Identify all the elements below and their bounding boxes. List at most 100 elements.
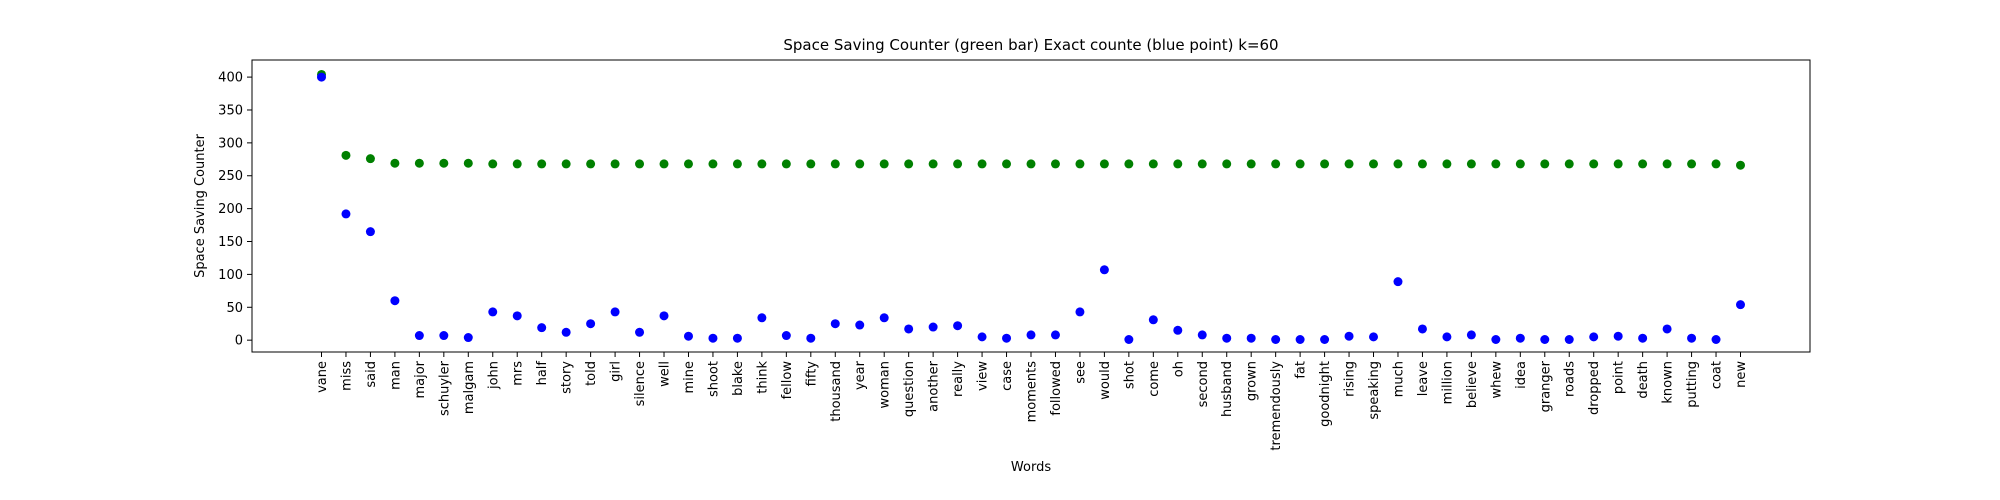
x-tick-label: granger	[1538, 360, 1553, 412]
x-tick-label: miss	[339, 361, 354, 391]
x-tick-label: see	[1073, 361, 1088, 384]
data-point	[635, 327, 645, 337]
data-point	[928, 159, 938, 169]
x-tick-label: oh	[1171, 361, 1186, 377]
data-point	[1344, 331, 1354, 341]
data-point	[1026, 159, 1036, 169]
data-point	[1613, 159, 1623, 169]
data-point	[1589, 159, 1599, 169]
data-point	[537, 159, 547, 169]
data-point	[1369, 159, 1379, 169]
data-point	[855, 320, 865, 330]
x-tick-label: well	[658, 361, 673, 387]
y-tick-label: 350	[218, 103, 243, 118]
data-point	[1442, 159, 1452, 169]
data-point	[1197, 330, 1207, 340]
x-tick-label: followed	[1049, 361, 1064, 416]
data-point	[1222, 159, 1232, 169]
x-tick-label: half	[535, 361, 550, 386]
x-tick-label: dropped	[1587, 361, 1602, 415]
data-point	[1662, 159, 1672, 169]
data-point	[830, 319, 840, 329]
x-tick-label: death	[1636, 361, 1651, 399]
x-tick-label: malgam	[462, 361, 477, 414]
data-point	[732, 333, 742, 343]
x-tick-label: year	[853, 360, 868, 390]
y-tick-label: 0	[235, 334, 243, 349]
data-point	[610, 307, 620, 317]
data-point	[855, 159, 865, 169]
x-tick-label: think	[755, 361, 770, 394]
data-point	[1515, 333, 1525, 343]
data-point	[463, 333, 473, 343]
data-point	[1271, 159, 1281, 169]
data-point	[806, 159, 816, 169]
data-point	[1540, 335, 1550, 345]
data-point	[1075, 307, 1085, 317]
data-point	[1124, 159, 1134, 169]
x-tick-label: thousand	[829, 361, 844, 422]
data-point	[1393, 277, 1403, 287]
data-point	[683, 159, 693, 169]
x-tick-label: fat	[1294, 361, 1309, 379]
data-point	[586, 159, 596, 169]
data-point	[1246, 159, 1256, 169]
data-point	[341, 150, 351, 160]
x-tick-label: speaking	[1367, 361, 1382, 420]
x-tick-label: fellow	[780, 361, 795, 400]
data-point	[561, 159, 571, 169]
x-tick-label: silence	[633, 361, 648, 406]
x-tick-label: said	[364, 361, 379, 388]
data-point	[683, 331, 693, 341]
y-tick-label: 150	[218, 235, 243, 250]
data-point	[904, 159, 914, 169]
x-tick-label: really	[951, 361, 966, 397]
data-point	[1638, 159, 1648, 169]
data-point	[977, 159, 987, 169]
data-point	[1736, 300, 1745, 310]
data-point	[1417, 159, 1427, 169]
data-point	[1002, 159, 1012, 169]
x-tick-label: putting	[1685, 361, 1700, 408]
data-point	[317, 72, 326, 82]
data-point	[635, 159, 645, 169]
data-point	[1320, 335, 1330, 345]
x-tick-label: case	[1000, 361, 1015, 391]
data-point	[1515, 159, 1525, 169]
data-point	[1075, 159, 1085, 169]
y-tick-label: 400	[218, 71, 243, 86]
x-tick-label: story	[560, 361, 575, 394]
x-tick-label: told	[584, 361, 599, 386]
x-tick-label: moments	[1025, 361, 1040, 423]
data-point	[414, 158, 424, 168]
data-point	[1124, 335, 1134, 345]
x-tick-label: girl	[609, 361, 624, 382]
data-point	[537, 323, 547, 333]
data-point	[1564, 335, 1574, 345]
x-tick-label: come	[1147, 361, 1162, 397]
data-point	[1222, 333, 1232, 343]
x-tick-label: major	[413, 360, 428, 398]
x-tick-label: schuyler	[437, 360, 452, 416]
data-point	[1711, 159, 1721, 169]
x-tick-label: point	[1612, 361, 1627, 394]
x-tick-label: whew	[1489, 361, 1504, 399]
data-point	[757, 313, 767, 323]
x-tick-label: woman	[878, 361, 893, 408]
data-point	[1148, 159, 1158, 169]
data-point	[1002, 333, 1012, 343]
data-point	[781, 159, 791, 169]
data-point	[1369, 332, 1379, 342]
data-point	[1736, 160, 1745, 170]
data-point	[1295, 159, 1305, 169]
x-tick-label: shoot	[706, 361, 721, 397]
data-point	[1099, 159, 1109, 169]
x-tick-label: man	[388, 361, 403, 390]
x-tick-label: idea	[1514, 361, 1529, 389]
x-axis: vane miss said man major schuyler malgam john mr…	[315, 352, 1749, 451]
data-point	[390, 296, 400, 306]
data-point	[659, 159, 669, 169]
data-point	[1564, 159, 1574, 169]
x-tick-label: would	[1098, 361, 1113, 400]
data-point	[1687, 159, 1697, 169]
